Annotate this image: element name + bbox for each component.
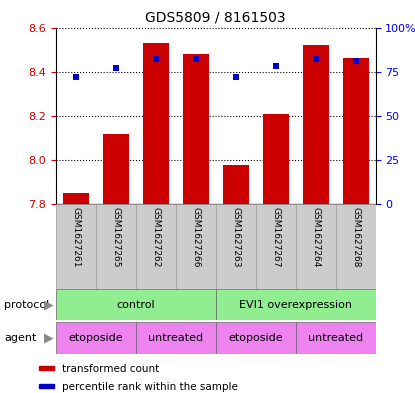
Text: transformed count: transformed count xyxy=(63,364,160,374)
Text: percentile rank within the sample: percentile rank within the sample xyxy=(63,382,238,392)
Bar xyxy=(216,289,376,320)
Bar xyxy=(56,204,96,289)
Bar xyxy=(56,322,136,354)
Text: GSM1627261: GSM1627261 xyxy=(71,207,81,267)
Bar xyxy=(56,289,216,320)
Bar xyxy=(63,193,89,204)
Bar xyxy=(216,322,295,354)
Point xyxy=(73,74,79,80)
Title: GDS5809 / 8161503: GDS5809 / 8161503 xyxy=(146,11,286,25)
Bar xyxy=(183,54,209,204)
Text: GSM1627265: GSM1627265 xyxy=(112,207,120,267)
Bar xyxy=(143,43,169,204)
Text: etoposide: etoposide xyxy=(68,333,123,343)
Bar xyxy=(295,322,376,354)
Bar xyxy=(136,204,176,289)
Text: GSM1627262: GSM1627262 xyxy=(151,207,160,267)
Bar xyxy=(263,114,289,204)
Point xyxy=(312,56,319,62)
Bar xyxy=(96,204,136,289)
Bar xyxy=(303,45,329,204)
Point xyxy=(272,63,279,70)
Text: protocol: protocol xyxy=(4,299,49,310)
Bar xyxy=(336,204,376,289)
Text: GSM1627266: GSM1627266 xyxy=(191,207,200,267)
Text: GSM1627263: GSM1627263 xyxy=(231,207,240,267)
Text: untreated: untreated xyxy=(148,333,203,343)
Text: etoposide: etoposide xyxy=(228,333,283,343)
Point xyxy=(232,74,239,80)
Bar xyxy=(39,366,54,370)
Point xyxy=(193,56,199,62)
Text: control: control xyxy=(117,299,155,310)
Bar xyxy=(136,322,216,354)
Bar xyxy=(343,59,369,204)
Bar xyxy=(295,204,336,289)
Bar xyxy=(216,204,256,289)
Point xyxy=(352,58,359,64)
Bar xyxy=(256,204,295,289)
Bar xyxy=(176,204,216,289)
Bar xyxy=(223,165,249,204)
Text: ▶: ▶ xyxy=(44,331,54,345)
Text: untreated: untreated xyxy=(308,333,363,343)
Text: GSM1627264: GSM1627264 xyxy=(311,207,320,267)
Text: ▶: ▶ xyxy=(44,298,54,311)
Point xyxy=(153,56,159,62)
Bar xyxy=(103,134,129,204)
Text: GSM1627268: GSM1627268 xyxy=(351,207,360,267)
Point xyxy=(112,65,119,72)
Text: GSM1627267: GSM1627267 xyxy=(271,207,280,267)
Text: agent: agent xyxy=(4,333,37,343)
Bar xyxy=(39,384,54,388)
Text: EVI1 overexpression: EVI1 overexpression xyxy=(239,299,352,310)
